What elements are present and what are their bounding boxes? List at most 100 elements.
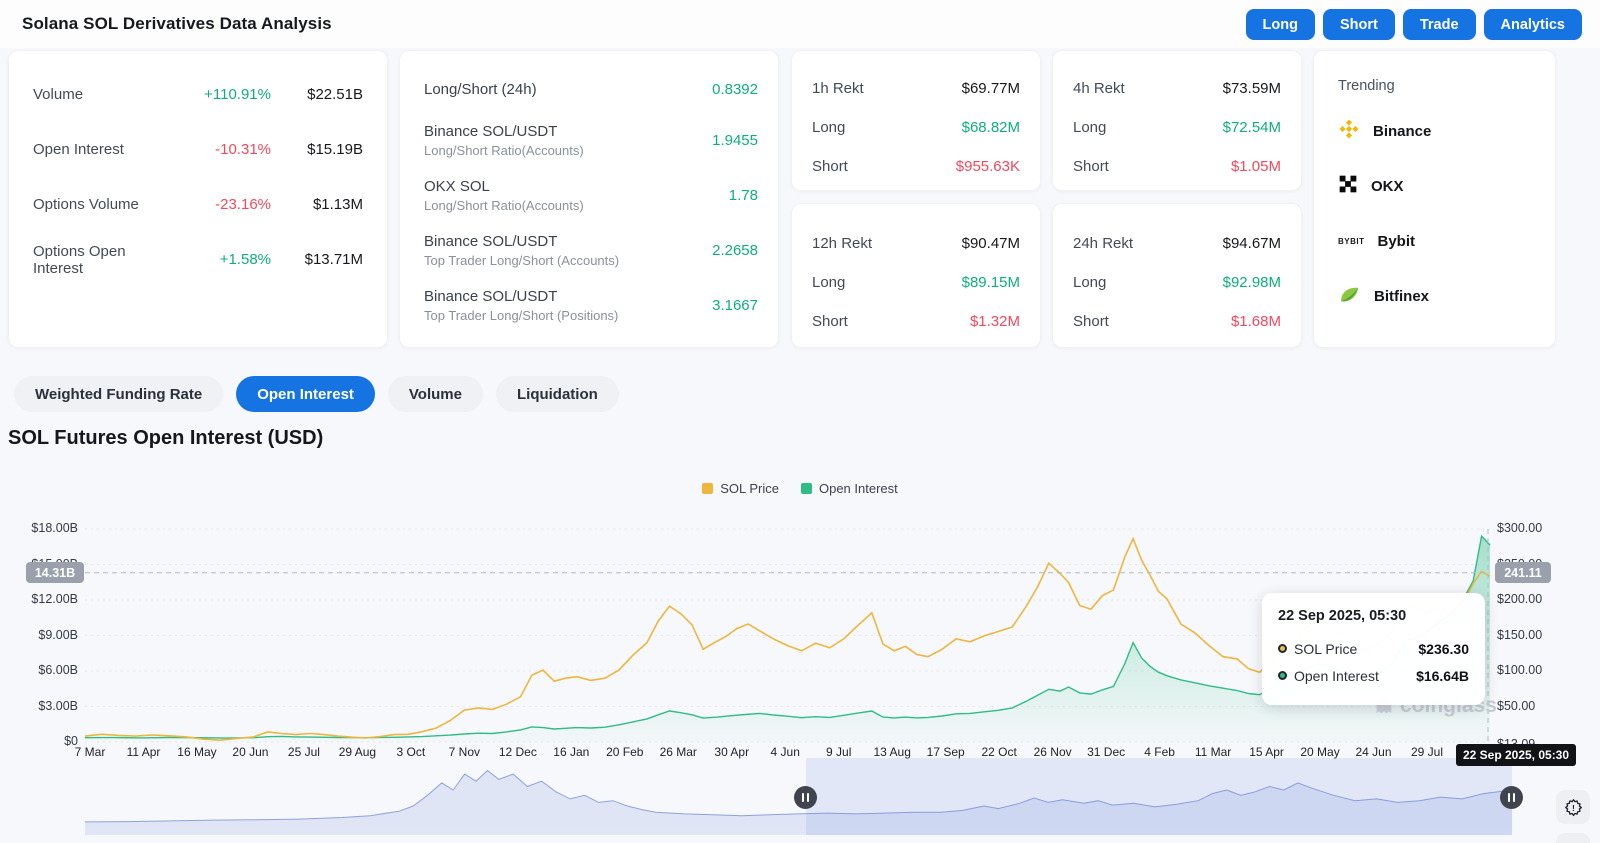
settings-gear-icon: ! [1564, 798, 1582, 816]
rekt-short-value: $1.32M [969, 313, 1020, 330]
rekt-long-label: Long [1073, 119, 1107, 136]
y-axis-left-label: $6.00B [38, 663, 78, 677]
rekt-card-4h: 4h Rekt $73.59M Long $72.54M Short $1.05M [1052, 50, 1302, 191]
bybit-icon: BYBIT [1338, 237, 1365, 246]
ratio-row: Binance SOL/USDT Top Trader Long/Short (… [400, 223, 778, 278]
rekt-long-label: Long [812, 274, 846, 291]
trending-item-bybit[interactable]: BYBIT Bybit [1338, 214, 1531, 269]
analytics-button[interactable]: Analytics [1483, 9, 1582, 40]
bitfinex-icon [1338, 283, 1361, 311]
open-interest-swatch [800, 483, 812, 494]
tooltip-row-sol-price: SOL Price $236.30 [1278, 635, 1469, 662]
x-axis-label: 9 Jul [826, 745, 852, 759]
trending-exchange-name: Bybit [1377, 233, 1416, 250]
tooltip-row-open-interest: Open Interest $16.64B [1278, 662, 1469, 689]
rekt-long-value: $92.98M [1222, 274, 1281, 291]
metric-value: $22.51B [307, 86, 363, 103]
short-button[interactable]: Short [1322, 9, 1395, 40]
tooltip-value: $236.30 [1418, 640, 1469, 657]
x-axis-label: 16 May [177, 745, 217, 759]
rekt-short-label: Short [812, 313, 848, 330]
long-button[interactable]: Long [1245, 9, 1315, 40]
rekt-short-label: Short [812, 158, 848, 175]
metric-value: $1.13M [312, 196, 363, 213]
tooltip-value: $16.64B [1416, 667, 1469, 684]
ratio-row: Binance SOL/USDT Long/Short Ratio(Accoun… [400, 113, 778, 168]
legend-label: Open Interest [818, 481, 898, 496]
x-axis-label: 15 Apr [1249, 745, 1284, 759]
tab-volume[interactable]: Volume [387, 376, 483, 412]
rekt-long-label: Long [812, 119, 846, 136]
y-axis-left-label: $12.00B [31, 592, 78, 606]
x-axis-label: 20 May [1300, 745, 1340, 759]
sol-price-swatch [702, 483, 714, 494]
trending-item-binance[interactable]: Binance [1338, 104, 1531, 159]
metric-row: Volume +110.91% $22.51B [9, 67, 387, 122]
tooltip-label: SOL Price [1294, 640, 1358, 657]
x-axis-label: 7 Mar [74, 745, 106, 759]
rekt-title: 1h Rekt [812, 80, 864, 97]
y-axis-left-label: $3.00B [38, 698, 78, 713]
topbar-buttons: Long Short Trade Analytics [1245, 9, 1582, 40]
metric-label: Open Interest [33, 141, 124, 158]
rekt-long-value: $89.15M [961, 274, 1020, 291]
trending-exchange-name: OKX [1371, 178, 1404, 195]
metric-change: -23.16% [215, 196, 271, 213]
rekt-total: $90.47M [961, 235, 1020, 252]
x-axis-label: 7 Nov [448, 745, 481, 759]
sol-price-dot-icon [1278, 644, 1287, 653]
navigator-right-handle[interactable] [1500, 786, 1523, 809]
trending-title: Trending [1338, 78, 1395, 94]
x-axis-label: 26 Nov [1033, 745, 1072, 759]
rekt-short-value: $955.63K [955, 158, 1020, 175]
svg-text:!: ! [1572, 802, 1575, 812]
ratio-label: Binance SOL/USDT [424, 288, 558, 305]
page-title: Solana SOL Derivatives Data Analysis [22, 14, 332, 33]
tab-weighted-funding-rate[interactable]: Weighted Funding Rate [14, 376, 224, 412]
x-axis-label: 31 Dec [1087, 745, 1126, 759]
chart-settings-button[interactable]: ! [1556, 790, 1590, 824]
metric-value: $15.19B [307, 141, 363, 158]
rekt-card-24h: 24h Rekt $94.67M Long $92.98M Short $1.68M [1052, 203, 1302, 348]
metric-row: Open Interest -10.31% $15.19B [9, 122, 387, 177]
rekt-total: $69.77M [961, 80, 1020, 97]
tooltip-label: Open Interest [1294, 667, 1379, 684]
ratio-value: 0.8392 [712, 80, 758, 98]
trending-card: Trending Binance OKX BYBIT Bybit [1313, 50, 1556, 348]
x-axis-label: 17 Sep [926, 745, 965, 759]
legend-item-open-interest[interactable]: Open Interest [800, 481, 898, 496]
metric-row: Options Volume -23.16% $1.13M [9, 177, 387, 232]
y-axis-right-label: $150.00 [1497, 627, 1543, 642]
x-axis-label: 13 Aug [873, 745, 911, 759]
metric-label: Options Volume [33, 196, 139, 213]
trending-item-okx[interactable]: OKX [1338, 159, 1531, 214]
x-axis-label: 26 Mar [659, 745, 697, 759]
crosshair-right-badge: 241.11 [1495, 562, 1551, 583]
rekt-long-value: $68.82M [961, 119, 1020, 136]
ratio-value: 2.2658 [712, 242, 758, 259]
tab-liquidation[interactable]: Liquidation [495, 376, 619, 412]
open-interest-dot-icon [1278, 671, 1287, 680]
legend-item-sol-price[interactable]: SOL Price [702, 481, 779, 496]
chart-secondary-button[interactable] [1556, 833, 1590, 843]
rekt-short-value: $1.68M [1230, 313, 1281, 330]
tab-open-interest[interactable]: Open Interest [236, 376, 375, 412]
ratio-sublabel: Top Trader Long/Short (Accounts) [424, 253, 620, 268]
metric-row: Options Open Interest +1.58% $13.71M [9, 232, 387, 287]
metric-label: Volume [33, 86, 84, 103]
trending-item-bitfinex[interactable]: Bitfinex [1338, 269, 1531, 324]
ratio-label: Binance SOL/USDT [424, 233, 558, 250]
chart-tabs: Weighted Funding Rate Open Interest Volu… [14, 376, 619, 412]
navigator-left-handle[interactable] [794, 786, 817, 809]
x-axis-label: 11 Mar [1194, 745, 1232, 759]
y-axis-right-label: $100.00 [1497, 663, 1543, 677]
rekt-title: 12h Rekt [812, 235, 873, 252]
trade-button[interactable]: Trade [1402, 9, 1476, 40]
rekt-long-value: $72.54M [1222, 119, 1281, 136]
rekt-long-label: Long [1073, 274, 1107, 291]
ratio-value: 1.78 [728, 187, 758, 204]
x-axis-label: 4 Jun [770, 745, 800, 759]
metric-label: Options Open Interest [33, 242, 126, 277]
rekt-title: 24h Rekt [1073, 235, 1134, 252]
